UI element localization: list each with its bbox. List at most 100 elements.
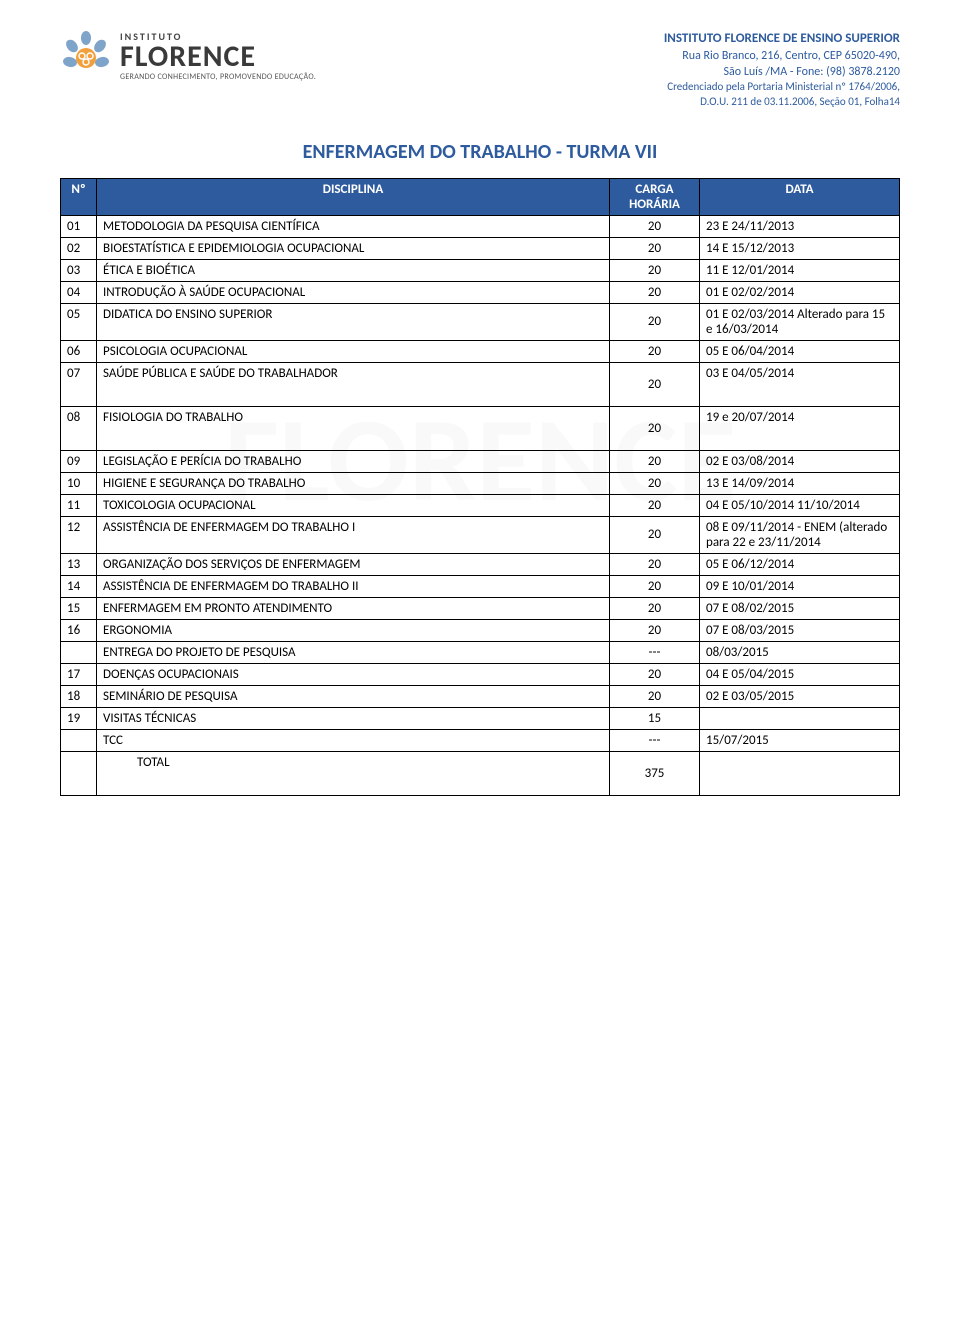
cell-data: [700, 751, 900, 795]
cell-disciplina: ENFERMAGEM EM PRONTO ATENDIMENTO: [97, 597, 610, 619]
cell-disciplina: TOXICOLOGIA OCUPACIONAL: [97, 494, 610, 516]
cell-data: 23 E 24/11/2013: [700, 215, 900, 237]
cell-carga: 20: [610, 685, 700, 707]
cell-disciplina: ORGANIZAÇÃO DOS SERVIÇOS DE ENFERMAGEM: [97, 553, 610, 575]
cell-data: 07 E 08/02/2015: [700, 597, 900, 619]
table-row: ENTREGA DO PROJETO DE PESQUISA---08/03/2…: [61, 641, 900, 663]
cell-disciplina: ENTREGA DO PROJETO DE PESQUISA: [97, 641, 610, 663]
cell-data: 02 E 03/05/2015: [700, 685, 900, 707]
logo-block: INSTITUTO FLORENCE GERANDO CONHECIMENTO,…: [60, 30, 316, 82]
cell-number: 07: [61, 362, 97, 406]
cell-number: 12: [61, 516, 97, 553]
cell-disciplina: ASSISTÊNCIA DE ENFERMAGEM DO TRABALHO I: [97, 516, 610, 553]
cell-carga: 20: [610, 362, 700, 406]
cell-carga: ---: [610, 641, 700, 663]
cell-carga: 20: [610, 450, 700, 472]
cell-number: 08: [61, 406, 97, 450]
table-row: 02BIOESTATÍSTICA E EPIDEMIOLOGIA OCUPACI…: [61, 237, 900, 259]
cell-carga: 20: [610, 259, 700, 281]
cell-data: 05 E 06/04/2014: [700, 340, 900, 362]
col-header-n: Nº: [61, 178, 97, 215]
table-row: 01METODOLOGIA DA PESQUISA CIENTÍFICA2023…: [61, 215, 900, 237]
col-header-carga: CARGA HORÁRIA: [610, 178, 700, 215]
cell-carga: 20: [610, 406, 700, 450]
cell-carga: 20: [610, 494, 700, 516]
cell-data: 08/03/2015: [700, 641, 900, 663]
cell-disciplina: ERGONOMIA: [97, 619, 610, 641]
cell-data: 01 E 02/02/2014: [700, 281, 900, 303]
table-row: 14ASSISTÊNCIA DE ENFERMAGEM DO TRABALHO …: [61, 575, 900, 597]
institution-title: INSTITUTO FLORENCE DE ENSINO SUPERIOR: [664, 30, 900, 48]
table-row: TCC---15/07/2015: [61, 729, 900, 751]
cell-data: 09 E 10/01/2014: [700, 575, 900, 597]
header-institution-info: INSTITUTO FLORENCE DE ENSINO SUPERIOR Ru…: [664, 30, 900, 110]
cell-data: 02 E 03/08/2014: [700, 450, 900, 472]
cell-number: 10: [61, 472, 97, 494]
cell-data: 05 E 06/12/2014: [700, 553, 900, 575]
table-row: 04INTRODUÇÃO À SAÚDE OCUPACIONAL2001 E 0…: [61, 281, 900, 303]
cell-number: [61, 729, 97, 751]
cell-carga: 375: [610, 751, 700, 795]
cell-carga: 20: [610, 575, 700, 597]
page-header: INSTITUTO FLORENCE GERANDO CONHECIMENTO,…: [60, 30, 900, 110]
cell-data: 04 E 05/10/2014 11/10/2014: [700, 494, 900, 516]
cell-number: 13: [61, 553, 97, 575]
cell-number: 05: [61, 303, 97, 340]
curriculum-table: Nº DISCIPLINA CARGA HORÁRIA DATA 01METOD…: [60, 178, 900, 796]
cell-number: 01: [61, 215, 97, 237]
cell-disciplina: VISITAS TÉCNICAS: [97, 707, 610, 729]
institution-address-1: Rua Rio Branco, 216, Centro, CEP 65020-4…: [664, 48, 900, 64]
cell-data: 07 E 08/03/2015: [700, 619, 900, 641]
cell-number: 15: [61, 597, 97, 619]
cell-carga: 20: [610, 237, 700, 259]
cell-data: 04 E 05/04/2015: [700, 663, 900, 685]
cell-carga: 20: [610, 340, 700, 362]
table-row: 05DIDATICA DO ENSINO SUPERIOR2001 E 02/0…: [61, 303, 900, 340]
cell-disciplina: BIOESTATÍSTICA E EPIDEMIOLOGIA OCUPACION…: [97, 237, 610, 259]
logo-text: INSTITUTO FLORENCE GERANDO CONHECIMENTO,…: [120, 30, 316, 82]
logo-florence-label: FLORENCE: [120, 43, 316, 72]
cell-data: 15/07/2015: [700, 729, 900, 751]
cell-disciplina: DIDATICA DO ENSINO SUPERIOR: [97, 303, 610, 340]
cell-disciplina: PSICOLOGIA OCUPACIONAL: [97, 340, 610, 362]
table-row: 12ASSISTÊNCIA DE ENFERMAGEM DO TRABALHO …: [61, 516, 900, 553]
table-row: 11TOXICOLOGIA OCUPACIONAL2004 E 05/10/20…: [61, 494, 900, 516]
institution-credential-1: Credenciado pela Portaria Ministerial nº…: [664, 80, 900, 95]
table-header-row: Nº DISCIPLINA CARGA HORÁRIA DATA: [61, 178, 900, 215]
cell-carga: 20: [610, 553, 700, 575]
cell-number: 06: [61, 340, 97, 362]
cell-carga: 20: [610, 303, 700, 340]
col-header-data: DATA: [700, 178, 900, 215]
table-row: 07SAÚDE PÚBLICA E SAÚDE DO TRABALHADOR20…: [61, 362, 900, 406]
table-row: 10HIGIENE E SEGURANÇA DO TRABALHO2013 E …: [61, 472, 900, 494]
institution-credential-2: D.O.U. 211 de 03.11.2006, Seção 01, Folh…: [664, 95, 900, 110]
cell-number: 11: [61, 494, 97, 516]
cell-number: 16: [61, 619, 97, 641]
cell-data: [700, 707, 900, 729]
cell-number: 19: [61, 707, 97, 729]
table-row: 19VISITAS TÉCNICAS15: [61, 707, 900, 729]
cell-disciplina: METODOLOGIA DA PESQUISA CIENTÍFICA: [97, 215, 610, 237]
cell-number: 03: [61, 259, 97, 281]
table-row: 16ERGONOMIA2007 E 08/03/2015: [61, 619, 900, 641]
cell-disciplina: ÉTICA E BIOÉTICA: [97, 259, 610, 281]
cell-data: 08 E 09/11/2014 - ENEM (alterado para 22…: [700, 516, 900, 553]
cell-number: [61, 641, 97, 663]
table-row: 18SEMINÁRIO DE PESQUISA2002 E 03/05/2015: [61, 685, 900, 707]
cell-data: 11 E 12/01/2014: [700, 259, 900, 281]
table-row: 06PSICOLOGIA OCUPACIONAL2005 E 06/04/201…: [61, 340, 900, 362]
cell-disciplina: HIGIENE E SEGURANÇA DO TRABALHO: [97, 472, 610, 494]
logo-icon: [60, 30, 112, 82]
cell-carga: 20: [610, 215, 700, 237]
cell-carga: 20: [610, 516, 700, 553]
table-row: 17DOENÇAS OCUPACIONAIS2004 E 05/04/2015: [61, 663, 900, 685]
table-row: 13ORGANIZAÇÃO DOS SERVIÇOS DE ENFERMAGEM…: [61, 553, 900, 575]
table-row: 03ÉTICA E BIOÉTICA2011 E 12/01/2014: [61, 259, 900, 281]
cell-number: [61, 751, 97, 795]
table-row: 15ENFERMAGEM EM PRONTO ATENDIMENTO2007 E…: [61, 597, 900, 619]
table-row: TOTAL375: [61, 751, 900, 795]
cell-disciplina: SEMINÁRIO DE PESQUISA: [97, 685, 610, 707]
col-header-disciplina: DISCIPLINA: [97, 178, 610, 215]
cell-number: 02: [61, 237, 97, 259]
table-row: 08FISIOLOGIA DO TRABALHO2019 e 20/07/201…: [61, 406, 900, 450]
